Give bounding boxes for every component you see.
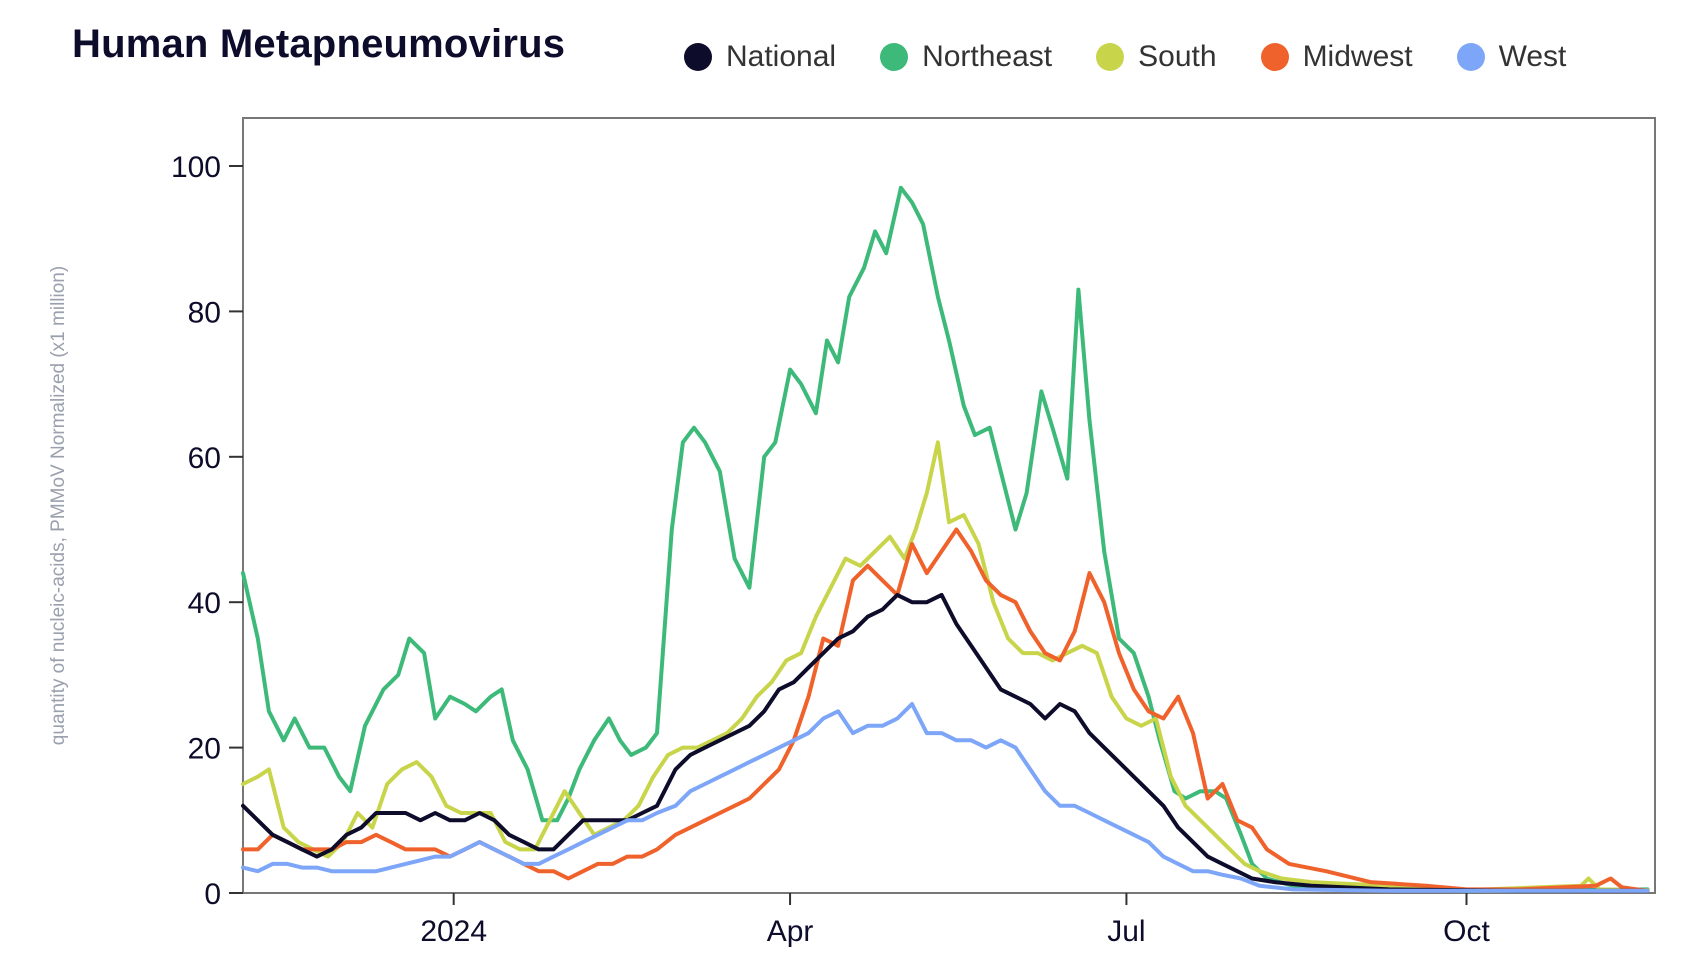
plot-frame	[242, 117, 1656, 894]
legend-swatch-icon	[1456, 43, 1485, 71]
legend-item-west[interactable]: West	[1456, 40, 1567, 74]
legend-swatch-icon	[1096, 43, 1125, 71]
y-axis-label: quantity of nucleic-acids, PMMoV Normali…	[48, 266, 69, 745]
x-tick-label: Jul	[1107, 915, 1145, 948]
series-line-national	[241, 592, 1650, 893]
y-tick-label: 0	[204, 878, 221, 911]
series-line-west	[241, 702, 1650, 893]
y-tick-label: 100	[171, 151, 221, 184]
series-line-northeast	[241, 185, 1650, 893]
series-line-midwest	[241, 527, 1650, 893]
legend-label: West	[1498, 40, 1567, 73]
y-tick-label: 40	[188, 587, 221, 620]
y-tick-label: 80	[188, 296, 221, 329]
legend-item-northeast[interactable]: Northeast	[880, 40, 1052, 74]
legend-label: South	[1138, 40, 1217, 73]
legend-item-midwest[interactable]: Midwest	[1260, 40, 1413, 74]
x-tick-label: Apr	[767, 915, 814, 948]
y-tick-label: 20	[188, 733, 221, 766]
legend-swatch-icon	[684, 43, 712, 71]
legend-label: Northeast	[922, 40, 1053, 73]
x-tick-label: 2024	[420, 915, 487, 948]
legend-item-south[interactable]: South	[1096, 40, 1217, 74]
legend-swatch-icon	[880, 43, 909, 71]
chart-legend: National Northeast South Midwest West	[684, 40, 1610, 74]
legend-swatch-icon	[1260, 43, 1289, 71]
y-tick-label: 60	[188, 442, 221, 475]
x-tick-label: Oct	[1443, 915, 1490, 948]
chart-title: Human Metapneumovirus	[72, 22, 566, 66]
legend-label: Midwest	[1302, 40, 1413, 73]
legend-item-national[interactable]: National	[684, 40, 836, 74]
legend-label: National	[726, 40, 837, 73]
series-line-south	[241, 440, 1650, 893]
